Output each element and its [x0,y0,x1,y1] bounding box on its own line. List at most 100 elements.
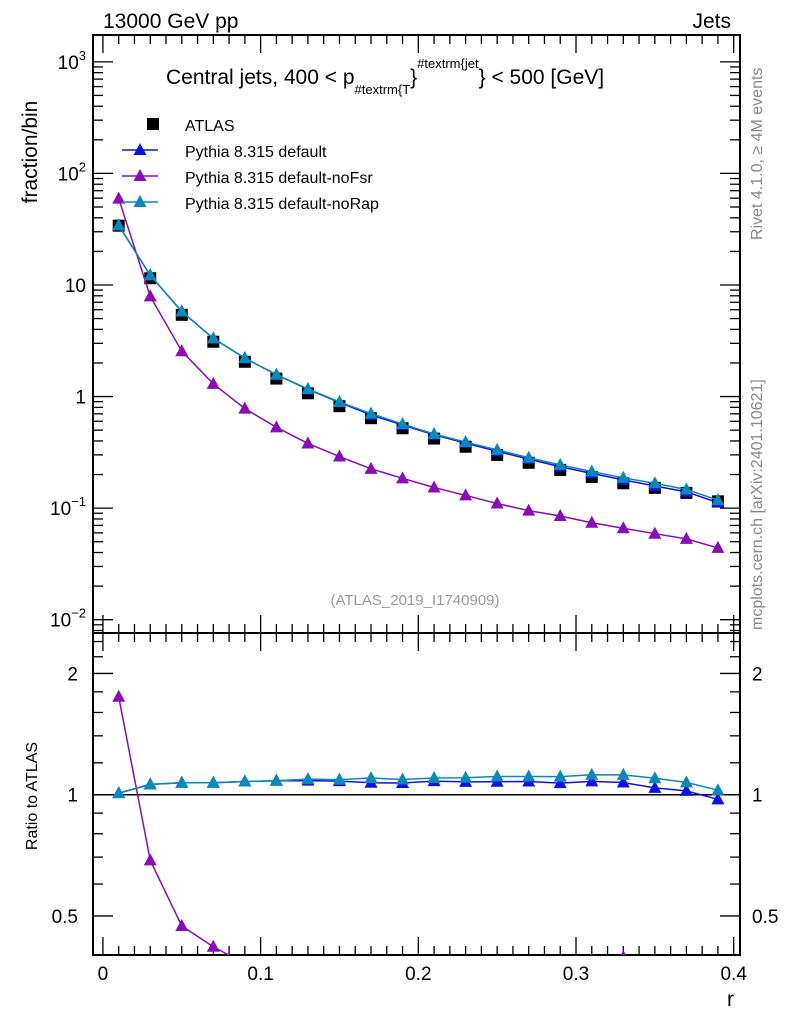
series-point [269,367,283,380]
x-tick-label: 0 [98,964,109,985]
title-pre: Central jets, 400 < p [166,66,355,89]
ratio-y-axis-label: Ratio to ATLAS [24,742,41,850]
ratio-point [590,952,594,955]
ratio-point [648,780,662,793]
series-line [118,224,719,504]
ratio-point [238,774,252,787]
ratio-y-tick-label-left: 2 [67,664,78,685]
y-tick-base: 10 [65,276,86,297]
ratio-point [143,777,157,790]
ratio-point [365,971,378,983]
ratio-y-tick-label-right: 2 [752,664,763,685]
ratio-y-tick-label-right: 0.5 [752,907,778,928]
y-tick-label: 1 [75,388,86,409]
series-point [269,420,283,433]
ratio-point [459,963,472,975]
rivet-label: Rivet 4.1.0, ≥ 4M events [749,68,766,240]
reference-series [112,219,724,508]
series-point [490,496,504,509]
series-point [364,461,378,474]
series-point [238,351,252,364]
series-point [206,331,220,344]
mcplots-label: mcplots.cern.ch [arXiv:2401.10621] [749,379,766,630]
y-tick-exponent: 3 [79,48,86,63]
legend-label: Pythia 8.315 default-noRap [185,196,379,213]
y-tick-exponent: −2 [71,606,86,621]
series-point [112,191,126,204]
x-tick-label: 0.3 [563,964,589,985]
ratio-point [553,776,567,789]
series-point [364,406,378,419]
series-1 [112,191,725,553]
series-point [648,476,662,489]
ratio-point [427,771,441,784]
chart-title: Central jets, 400 < p#textrm{T}#textrm{j… [166,56,604,97]
ratio-point [653,953,656,955]
series-point [679,482,693,495]
y-tick-label: 10−2 [50,606,86,632]
ratio-point [175,918,189,931]
y-tick-base: 10 [58,164,79,185]
ratio-point [301,772,315,785]
legend-marker [133,169,147,181]
series-point [332,449,346,462]
legend-label: Pythia 8.315 default [185,144,327,161]
series-point [143,268,157,281]
series-point [522,450,536,463]
analysis-label: (ATLAS_2019_I1740909) [330,592,499,609]
series-point [427,426,441,439]
series-point [396,471,410,484]
ratio-point [491,963,504,975]
ratio-point [112,786,126,799]
legend-label: ATLAS [185,118,235,135]
ratio-series-1 [112,689,688,983]
series-point [553,457,567,470]
header-left: 13000 GeV pp [103,10,238,33]
ratio-point [553,769,567,782]
y-tick-base: 1 [75,388,86,409]
ratio-line [118,773,719,794]
ratio-point [585,774,599,787]
ratio-point [269,773,283,786]
series-point [301,436,315,449]
series-point [332,394,346,407]
series-point [522,503,536,516]
ratio-point [112,689,126,702]
ratio-point [616,767,630,780]
ratio-y-tick-label-right: 1 [752,786,763,807]
ratio-point [396,772,410,785]
ratio-point [206,939,220,952]
y-tick-exponent: −1 [71,494,86,509]
ratio-point [711,792,725,805]
series-point [396,417,410,430]
header-right: Jets [692,10,731,33]
y-tick-base: 10 [58,53,79,74]
series-point [585,464,599,477]
x-tick-label: 0.1 [247,964,273,985]
y-tick-label: 103 [58,48,86,74]
ratio-series-2 [112,767,725,799]
ratio-point [679,775,693,788]
y-tick-exponent: 2 [79,159,86,174]
series-point [616,521,630,534]
series-point [459,435,473,448]
ratio-point [620,950,626,955]
series-line [118,224,719,501]
title-sub: #textrm{T [355,82,411,97]
x-tick-label: 0.2 [405,964,431,985]
series-point [616,470,630,483]
legend-label: Pythia 8.315 default-noFsr [185,170,373,187]
title-post: } < 500 [GeV] [479,66,605,89]
ratio-point [143,853,157,866]
series-line [117,198,719,549]
ratio-panel: 0 0.1 0.2 0.3 0.4 2 2 1 1 0.5 0.5 [52,632,778,985]
ratio-point [522,769,536,782]
ratio-point [585,767,599,780]
ratio-point [175,775,189,788]
ratio-point [332,772,346,785]
y-tick-label: 10 [65,276,86,297]
ratio-point [206,775,220,788]
series-0 [112,218,725,508]
series-point [175,304,189,317]
legend-marker-atlas [147,118,159,130]
